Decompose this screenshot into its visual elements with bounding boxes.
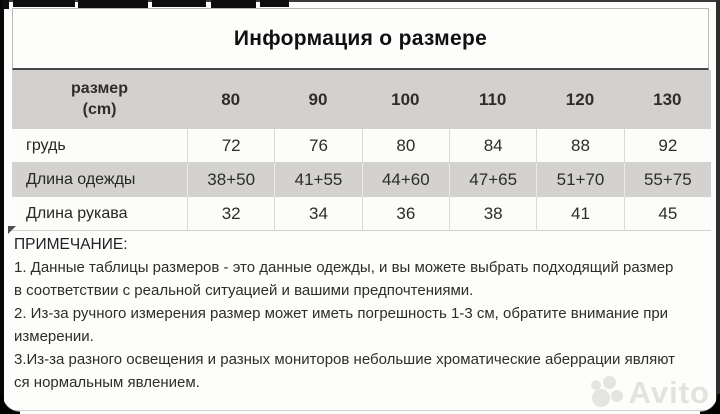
frame-right-edge <box>716 0 720 414</box>
artifact-segment <box>260 0 289 7</box>
page-title: Информация о размере <box>233 26 488 50</box>
notes-section: ПРИМЕЧАНИЕ: 1. Данные таблицы размеров -… <box>14 233 708 394</box>
artifact-segment <box>152 0 206 7</box>
artifact-segment <box>13 0 75 7</box>
frame-corner-bottom-right <box>700 394 720 414</box>
table-cell: 47+65 <box>449 163 537 197</box>
table-cell: 76 <box>274 129 362 163</box>
header-size-130: 130 <box>623 70 711 129</box>
table-cell: 38+50 <box>187 163 275 197</box>
cropped-text-artifact <box>0 0 300 9</box>
row-chest-label: грудь <box>12 129 187 163</box>
note-line: в соответствии с реальной ситуацией и ва… <box>14 282 474 299</box>
artifact-segment <box>211 0 256 8</box>
table-cell: 92 <box>623 129 711 163</box>
notes-heading: ПРИМЕЧАНИЕ: <box>14 236 128 253</box>
note-line: 2. Из-за ручного измерения размер может … <box>14 305 669 322</box>
artifact-segment <box>2 0 9 9</box>
note-line: 3.Из-за разного освещения и разных монит… <box>14 351 676 368</box>
frame-top-edge <box>0 0 720 2</box>
note-line: ся нормальным явлением. <box>14 374 200 391</box>
table-cell: 36 <box>361 197 449 231</box>
table-cell: 72 <box>187 129 275 163</box>
corner-mark-icon <box>8 226 16 234</box>
avito-wordmark: Avito <box>628 375 710 410</box>
table-cell: 84 <box>449 129 537 163</box>
row-sleeve-length-label: Длина рукава <box>12 197 187 231</box>
header-size-label: размер (cm) <box>12 70 187 129</box>
header-size-120: 120 <box>536 70 624 129</box>
avito-watermark: Avito <box>590 375 710 408</box>
table-cell: 55+75 <box>623 163 711 197</box>
header-size-label-line2: (cm) <box>82 100 117 118</box>
note-line: измерении. <box>14 328 94 345</box>
size-table: размер (cm) 80 90 100 110 120 130 грудь … <box>12 70 711 231</box>
header-size-110: 110 <box>449 70 537 129</box>
table-cell: 88 <box>536 129 624 163</box>
header-size-80: 80 <box>187 70 275 129</box>
header-size-label-line1: размер <box>71 79 128 97</box>
header-size-90: 90 <box>274 70 362 129</box>
table-cell: 44+60 <box>361 163 449 197</box>
table-cell: 38 <box>449 197 537 231</box>
avito-logo-icon <box>590 375 626 408</box>
table-cell: 41 <box>536 197 624 231</box>
table-cell: 51+70 <box>536 163 624 197</box>
header-size-100: 100 <box>361 70 449 129</box>
table-cell: 32 <box>187 197 275 231</box>
title-box: Информация о размере <box>12 8 709 70</box>
table-cell: 34 <box>274 197 362 231</box>
bottom-divider-line <box>4 410 716 411</box>
table-cell: 45 <box>623 197 711 231</box>
row-garment-length-label: Длина одежды <box>12 163 187 197</box>
note-line: 1. Данные таблицы размеров - это данные … <box>14 259 674 276</box>
table-cell: 80 <box>361 129 449 163</box>
table-cell: 41+55 <box>274 163 362 197</box>
artifact-segment <box>78 0 148 8</box>
frame-corner-bottom-left <box>0 394 20 414</box>
frame-left-edge <box>0 0 4 414</box>
